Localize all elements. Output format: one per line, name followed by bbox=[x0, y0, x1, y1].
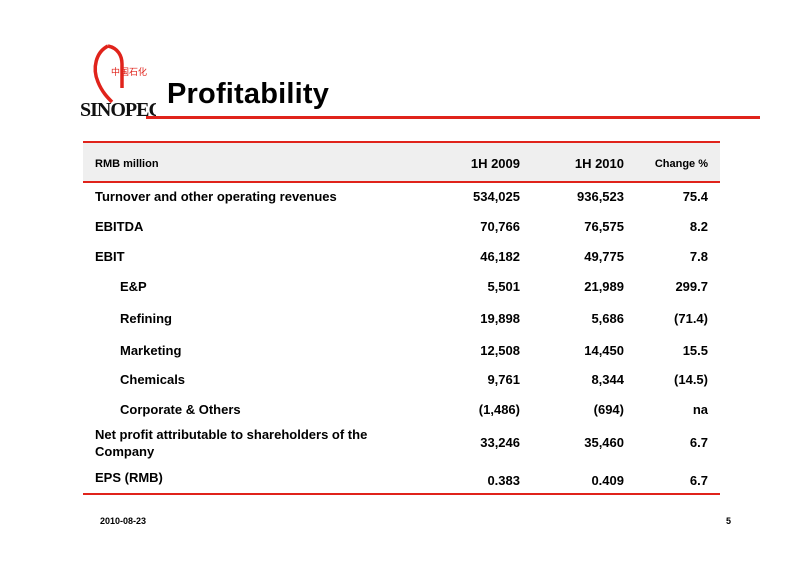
value-1h-2009: 46,182 bbox=[480, 249, 520, 264]
row-label: Refining bbox=[120, 311, 172, 326]
row-label: EPS (RMB) bbox=[95, 470, 163, 485]
profitability-table: RMB million 1H 2009 1H 2010 Change % Tur… bbox=[83, 141, 720, 488]
page-number: 5 bbox=[726, 516, 732, 526]
value-change: (14.5) bbox=[674, 372, 708, 387]
value-1h-2010: 0.409 bbox=[591, 473, 624, 488]
value-change: na bbox=[692, 402, 708, 417]
page-title: Profitability bbox=[167, 78, 330, 110]
row-label-line-1: Net profit attributable to shareholders … bbox=[95, 427, 368, 442]
row-label: Marketing bbox=[120, 343, 182, 358]
value-1h-2010: 49,775 bbox=[584, 249, 624, 264]
value-1h-2010: 21,989 bbox=[584, 279, 624, 294]
value-1h-2010: 76,575 bbox=[584, 219, 624, 234]
svg-text:SINOPEC: SINOPEC bbox=[80, 99, 156, 121]
row-label: Turnover and other operating revenues bbox=[95, 189, 337, 204]
value-1h-2010: 14,450 bbox=[584, 343, 624, 358]
value-change: 7.8 bbox=[689, 249, 708, 264]
row-label-line-2: Company bbox=[95, 444, 155, 459]
value-change: 299.7 bbox=[675, 279, 708, 294]
value-1h-2009: 534,025 bbox=[473, 189, 520, 204]
value-change: 75.4 bbox=[682, 189, 708, 204]
table-header: RMB million 1H 2009 1H 2010 Change % bbox=[83, 141, 720, 183]
value-1h-2009: 19,898 bbox=[480, 311, 520, 326]
value-1h-2009: (1,486) bbox=[478, 402, 520, 417]
value-1h-2010: 35,460 bbox=[584, 435, 624, 450]
value-1h-2009: 70,766 bbox=[480, 219, 520, 234]
value-1h-2010: 8,344 bbox=[591, 372, 624, 387]
header-1h-2010: 1H 2010 bbox=[574, 156, 624, 171]
value-change: 6.7 bbox=[689, 473, 708, 488]
value-1h-2009: 5,501 bbox=[487, 279, 520, 294]
value-change: 8.2 bbox=[689, 219, 708, 234]
value-1h-2009: 12,508 bbox=[480, 343, 520, 358]
header-label: RMB million bbox=[95, 158, 159, 170]
row-label: EBIT bbox=[95, 249, 125, 264]
row-label: Chemicals bbox=[120, 372, 186, 387]
footer-date: 2010-08-23 bbox=[100, 516, 147, 526]
svg-text:中国石化: 中国石化 bbox=[111, 66, 147, 78]
value-change: 6.7 bbox=[689, 435, 708, 450]
table-row: Net profit attributable to shareholders … bbox=[83, 426, 720, 462]
value-1h-2010: 5,686 bbox=[591, 311, 624, 326]
title-divider bbox=[146, 116, 760, 119]
row-label: EBITDA bbox=[95, 219, 144, 234]
value-change: 15.5 bbox=[682, 343, 708, 358]
value-1h-2010: (694) bbox=[593, 402, 624, 417]
header-change: Change % bbox=[654, 158, 708, 170]
value-1h-2009: 33,246 bbox=[480, 435, 520, 450]
value-1h-2010: 936,523 bbox=[577, 189, 624, 204]
value-1h-2009: 9,761 bbox=[487, 372, 520, 387]
table-bottom-border bbox=[83, 493, 720, 495]
value-1h-2009: 0.383 bbox=[487, 473, 520, 488]
value-change: (71.4) bbox=[674, 311, 708, 326]
header-1h-2009: 1H 2009 bbox=[470, 156, 520, 171]
row-label: Corporate & Others bbox=[120, 402, 241, 417]
sinopec-logo: 中国石化 SINOPEC bbox=[80, 44, 156, 121]
row-label: E&P bbox=[120, 279, 147, 294]
